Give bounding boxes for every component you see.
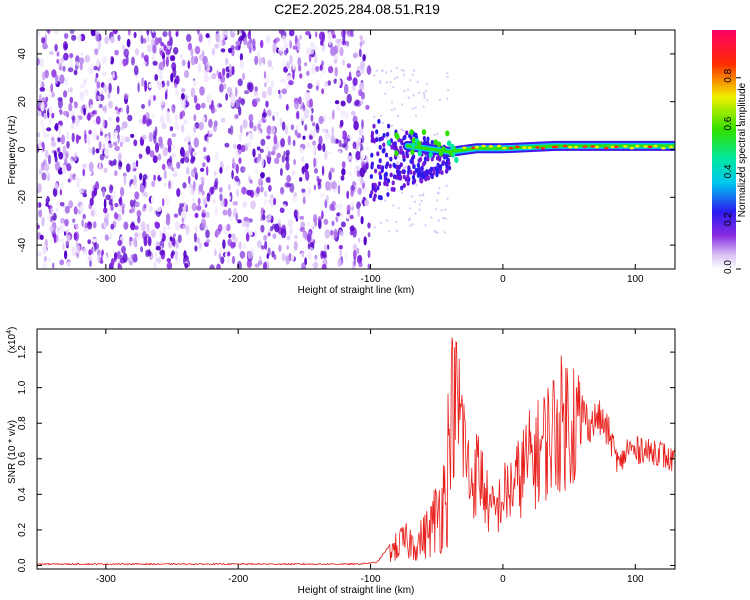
y-tick-label: -20	[17, 190, 28, 205]
y-tick-label: 0.4	[17, 487, 28, 501]
colorbar-label: Normalized spectral amplitude	[737, 82, 748, 217]
colorbar-tick-label: 0.6	[723, 116, 734, 130]
x-tick-label: 100	[627, 574, 644, 585]
snr-y-scale-label: (x104)	[6, 327, 18, 354]
y-tick-label: 0.8	[17, 416, 28, 430]
x-tick-label: -300	[96, 574, 116, 585]
x-tick-label: -100	[361, 274, 381, 285]
spectrogram-y-axis-label: Frequency (Hz)	[7, 116, 18, 185]
x-tick-label: -300	[96, 274, 116, 285]
colorbar-tick-label: 0.4	[723, 164, 734, 178]
snr-frame	[36, 328, 676, 570]
x-tick-label: 0	[500, 574, 506, 585]
x-tick-label: 100	[627, 274, 644, 285]
y-tick-label: 1.2	[17, 345, 28, 359]
y-tick-label: 20	[17, 96, 28, 108]
y-tick-label: 0.2	[17, 523, 28, 537]
y-tick-label: 0	[17, 146, 28, 152]
y-tick-label: 1.0	[17, 380, 28, 394]
colorbar	[712, 30, 736, 269]
x-tick-label: 0	[500, 274, 506, 285]
snr-series-line	[37, 337, 675, 566]
y-tick-label: 0.6	[17, 451, 28, 465]
snr-plot	[37, 337, 675, 566]
chart-title: C2E2.2025.284.08.51.R19	[274, 1, 440, 17]
spectrogram-x-axis-label: Height of straight line (km)	[298, 285, 415, 296]
colorbar-tick-label: 0.8	[723, 68, 734, 82]
y-tick-label: 0.0	[17, 558, 28, 572]
y-tick-label: -40	[17, 237, 28, 252]
x-tick-label: -200	[228, 274, 248, 285]
x-tick-label: -200	[228, 574, 248, 585]
y-tick-label: 40	[17, 48, 28, 60]
colorbar-tick-label: 0.0	[723, 260, 734, 274]
snr-y-axis-label: SNR (10 * v/v)	[7, 420, 18, 484]
snr-x-axis-label: Height of straight line (km)	[298, 585, 415, 596]
spectrogram-plot	[37, 30, 675, 269]
x-tick-label: -100	[361, 574, 381, 585]
colorbar-tick-label: 0.2	[723, 212, 734, 226]
